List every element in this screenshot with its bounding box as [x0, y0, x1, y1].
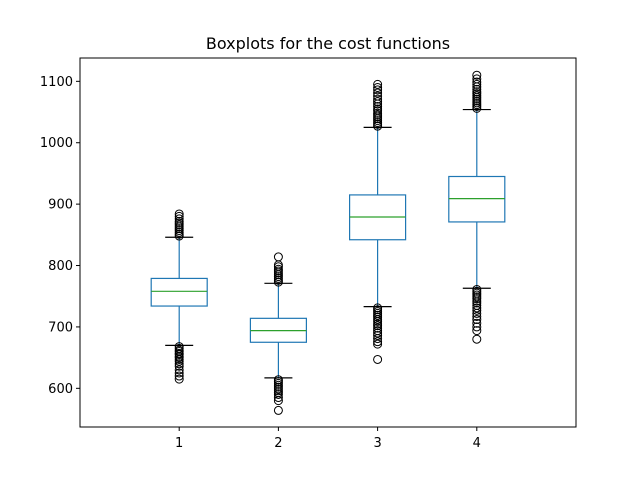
flier-point: [373, 316, 383, 326]
flier-point: [174, 211, 184, 221]
flier-point: [373, 328, 383, 338]
box-iqr: [150, 277, 208, 307]
flier-point: [373, 331, 383, 341]
y-tick-label: 800: [48, 259, 73, 274]
flier-point: [174, 361, 184, 371]
flier-point: [472, 294, 482, 304]
flier-point: [174, 365, 184, 375]
flier-point: [472, 326, 482, 336]
flier-point: [273, 405, 283, 415]
flier-point: [472, 74, 482, 84]
flier-point: [472, 79, 482, 89]
flier-point: [174, 371, 184, 381]
flier-point: [174, 374, 184, 384]
flier-point: [373, 104, 383, 114]
flier-point: [373, 91, 383, 101]
flier-point: [472, 84, 482, 94]
flier-point: [273, 389, 283, 399]
plot-frame: [79, 57, 577, 428]
y-tick-label: 600: [48, 382, 73, 397]
x-tick-label: 1: [175, 436, 183, 451]
y-tick-label: 1100: [40, 75, 73, 90]
flier-point: [472, 305, 482, 315]
flier-point: [472, 308, 482, 318]
flier-point: [373, 79, 383, 89]
flier-point: [174, 209, 184, 219]
flier-point: [273, 264, 283, 274]
flier-point: [472, 334, 482, 344]
flier-point: [373, 88, 383, 98]
flier-point: [472, 298, 482, 308]
flier-point: [373, 321, 383, 331]
y-tick-label: 1000: [40, 136, 73, 151]
flier-point: [174, 214, 184, 224]
y-tick-label: 700: [48, 320, 73, 335]
flier-point: [373, 108, 383, 118]
plot-layer: 600 700 800 900 1000 1100 1 2 3 4: [40, 70, 506, 451]
y-tick-label: 900: [48, 198, 73, 213]
x-tick-label: 4: [473, 436, 481, 451]
flier-point: [373, 85, 383, 95]
flier-point: [373, 354, 383, 364]
flier-point: [174, 356, 184, 366]
flier-point: [373, 339, 383, 349]
flier-point: [472, 303, 482, 313]
flier-point: [472, 70, 482, 80]
flier-point: [273, 393, 283, 403]
chart-title: Boxplots for the cost functions: [206, 34, 450, 53]
flier-point: [373, 334, 383, 344]
flier-point: [373, 337, 383, 347]
x-tick-label: 3: [373, 436, 381, 451]
flier-point: [472, 87, 482, 97]
flier-point: [472, 77, 482, 87]
flier-point: [472, 315, 482, 325]
flier-point: [373, 97, 383, 107]
x-tick-label: 2: [274, 436, 282, 451]
flier-point: [472, 318, 482, 328]
flier-point: [472, 322, 482, 332]
flier-point: [174, 216, 184, 226]
flier-point: [373, 312, 383, 322]
flier-point: [373, 102, 383, 112]
flier-point: [174, 359, 184, 369]
flier-point: [373, 82, 383, 92]
box-iqr: [448, 175, 506, 223]
flier-point: [273, 396, 283, 406]
flier-point: [373, 323, 383, 333]
flier-point: [373, 94, 383, 104]
flier-point: [273, 252, 283, 262]
flier-point: [174, 368, 184, 378]
flier-point: [472, 311, 482, 321]
